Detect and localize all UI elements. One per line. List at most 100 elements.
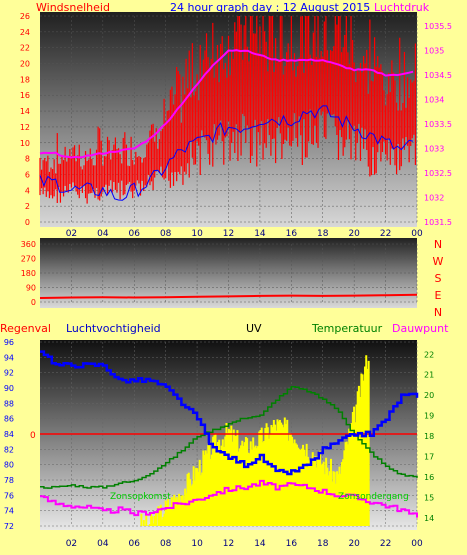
humidity-y-tick-label: 72 bbox=[4, 522, 14, 531]
humidity-line bbox=[40, 350, 419, 476]
wind-y-tick-label: 8 bbox=[25, 155, 30, 164]
x-tick-label: 08 bbox=[160, 229, 172, 239]
pressure-y-tick-label: 1033 bbox=[424, 144, 444, 153]
legend-rain: Regenval bbox=[0, 322, 51, 335]
compass-label: E bbox=[435, 289, 442, 302]
direction-y-tick-label: 270 bbox=[21, 255, 36, 264]
x-tick-label: 16 bbox=[286, 229, 298, 239]
x-tick-label: 22 bbox=[380, 229, 391, 239]
humidity-y-tick-label: 92 bbox=[4, 369, 14, 378]
x-tick-label: 10 bbox=[191, 229, 203, 239]
legend-temperature: Temperatuur bbox=[311, 322, 383, 335]
x-tick-label: 14 bbox=[254, 539, 266, 549]
wind-y-tick-label: 16 bbox=[20, 91, 30, 100]
temperature-y-tick-label: 18 bbox=[424, 432, 434, 441]
x-tick-label: 04 bbox=[97, 539, 109, 549]
temperature-y-tick-label: 19 bbox=[424, 412, 434, 421]
x-tick-label: 12 bbox=[223, 229, 234, 239]
pressure-y-tick-label: 1034.5 bbox=[424, 71, 452, 80]
wind-y-tick-label: 2 bbox=[25, 202, 30, 211]
x-tick-label: 14 bbox=[254, 229, 266, 239]
x-tick-label: 02 bbox=[66, 229, 77, 239]
pressure-y-tick-label: 1034 bbox=[424, 95, 444, 104]
legend-humidity: Luchtvochtigheid bbox=[66, 322, 161, 335]
humidity-y-tick-label: 80 bbox=[4, 461, 14, 470]
temperature-y-tick-label: 21 bbox=[424, 371, 434, 380]
wind-y-tick-label: 24 bbox=[20, 28, 30, 37]
x-tick-label: 10 bbox=[191, 539, 203, 549]
humidity-y-tick-label: 86 bbox=[4, 415, 14, 424]
pressure-axis-title: Luchtdruk bbox=[374, 1, 430, 14]
wind-pressure-series bbox=[39, 16, 417, 204]
compass-label: W bbox=[433, 255, 444, 268]
pressure-y-tick-label: 1035.5 bbox=[424, 22, 452, 31]
x-tick-label: 18 bbox=[317, 539, 329, 549]
temperature-y-tick-label: 17 bbox=[424, 452, 434, 461]
humidity-y-tick-label: 74 bbox=[4, 507, 14, 516]
x-tick-label: 20 bbox=[348, 229, 360, 239]
wind-y-tick-label: 6 bbox=[25, 170, 30, 179]
wind-y-tick-label: 22 bbox=[20, 44, 30, 53]
direction-y-tick-label: 360 bbox=[21, 240, 36, 249]
humidity-y-tick-label: 94 bbox=[4, 353, 14, 362]
x-tick-label: 18 bbox=[317, 229, 329, 239]
humidity-y-tick-label: 78 bbox=[4, 476, 14, 485]
x-tick-label: 04 bbox=[97, 229, 109, 239]
page-title: 24 hour graph day : 12 August 2015 bbox=[170, 1, 370, 14]
humidity-y-tick-label: 88 bbox=[4, 399, 14, 408]
temperature-y-tick-label: 22 bbox=[424, 350, 434, 359]
direction-y-tick-label: 0 bbox=[31, 298, 36, 307]
pressure-y-tick-label: 1031.5 bbox=[424, 218, 452, 227]
x-tick-label: 12 bbox=[223, 539, 234, 549]
pressure-y-tick-label: 1032 bbox=[424, 193, 444, 202]
pressure-y-tick-label: 1032.5 bbox=[424, 169, 452, 178]
wind-direction-series bbox=[39, 293, 418, 299]
x-tick-label: 00 bbox=[411, 539, 423, 549]
wind-y-tick-label: 26 bbox=[20, 12, 30, 21]
humidity-y-tick-label: 84 bbox=[4, 430, 14, 439]
wind-axis-title: Windsnelheid bbox=[36, 1, 110, 14]
rain-zero-label: 0 bbox=[30, 431, 36, 441]
sunset-label: Zonsondergang bbox=[338, 492, 409, 502]
direction-y-tick-label: 180 bbox=[21, 269, 36, 278]
temperature-y-tick-label: 16 bbox=[424, 473, 434, 482]
axis-labels: 262422201816141210864201035.510351034.51… bbox=[4, 12, 452, 549]
wind-y-tick-label: 4 bbox=[25, 186, 30, 195]
pressure-line bbox=[39, 49, 414, 159]
direction-y-tick-label: 90 bbox=[26, 284, 36, 293]
legend-uv: UV bbox=[246, 322, 262, 335]
x-tick-label: 22 bbox=[380, 539, 391, 549]
x-tick-label: 00 bbox=[411, 229, 423, 239]
wind-y-tick-label: 0 bbox=[25, 218, 30, 227]
wind-y-tick-label: 18 bbox=[20, 75, 30, 84]
pressure-y-tick-label: 1035 bbox=[424, 46, 444, 55]
humidity-y-tick-label: 76 bbox=[4, 491, 14, 500]
pressure-y-tick-label: 1033.5 bbox=[424, 120, 452, 129]
temperature-y-tick-label: 15 bbox=[424, 493, 434, 502]
climate-series bbox=[40, 350, 419, 526]
wind-y-tick-label: 10 bbox=[20, 139, 30, 148]
wind-y-tick-label: 14 bbox=[20, 107, 30, 116]
x-tick-label: 02 bbox=[66, 539, 77, 549]
humidity-y-tick-label: 82 bbox=[4, 445, 14, 454]
wind-direction-grid bbox=[40, 243, 418, 303]
x-tick-label: 06 bbox=[129, 539, 141, 549]
wind-average-line bbox=[39, 105, 414, 201]
compass-label: S bbox=[435, 272, 442, 285]
wind-direction-line bbox=[39, 293, 418, 299]
compass-label: N bbox=[434, 238, 442, 251]
x-tick-label: 06 bbox=[129, 229, 141, 239]
sunrise-label: Zonsopkomst bbox=[110, 492, 171, 502]
wind-y-tick-label: 20 bbox=[20, 60, 30, 69]
humidity-y-tick-label: 90 bbox=[4, 384, 14, 393]
x-tick-label: 20 bbox=[348, 539, 360, 549]
temperature-y-tick-label: 20 bbox=[424, 391, 434, 400]
legend-dewpoint: Dauwpunt bbox=[392, 322, 449, 335]
dewpoint-line bbox=[40, 479, 418, 518]
humidity-y-tick-label: 96 bbox=[4, 338, 14, 347]
x-tick-label: 08 bbox=[160, 539, 172, 549]
wind-y-tick-label: 12 bbox=[20, 123, 30, 132]
temperature-y-tick-label: 14 bbox=[424, 514, 434, 523]
x-tick-label: 16 bbox=[286, 539, 298, 549]
